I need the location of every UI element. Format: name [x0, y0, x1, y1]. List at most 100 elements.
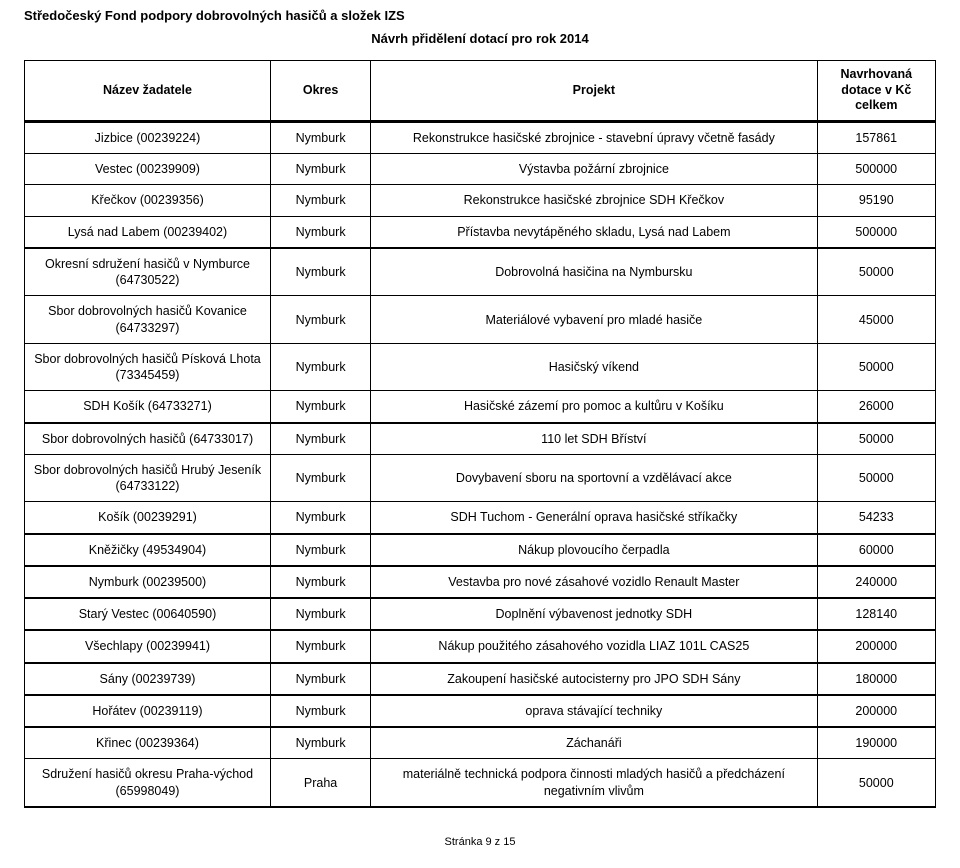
cell-projekt: SDH Tuchom - Generální oprava hasičské s…: [371, 502, 817, 534]
table-row: Sány (00239739)NymburkZakoupení hasičské…: [25, 663, 936, 695]
cell-nazev: Kněžičky (49534904): [25, 534, 271, 566]
cell-nazev: Křinec (00239364): [25, 727, 271, 759]
cell-okres: Nymburk: [270, 454, 370, 502]
cell-nazev: Sbor dobrovolných hasičů Kovanice (64733…: [25, 296, 271, 344]
th-projekt: Projekt: [371, 61, 817, 122]
th-nazev: Název žadatele: [25, 61, 271, 122]
cell-nazev: Jizbice (00239224): [25, 121, 271, 153]
cell-okres: Nymburk: [270, 502, 370, 534]
cell-okres: Nymburk: [270, 727, 370, 759]
cell-dotace: 200000: [817, 695, 935, 727]
cell-projekt: Nákup plovoucího čerpadla: [371, 534, 817, 566]
cell-projekt: Vestavba pro nové zásahové vozidlo Renau…: [371, 566, 817, 598]
table-row: Okresní sdružení hasičů v Nymburce (6473…: [25, 248, 936, 296]
dotace-table: Název žadatele Okres Projekt Navrhovaná …: [24, 60, 936, 808]
cell-dotace: 45000: [817, 296, 935, 344]
table-row: Sbor dobrovolných hasičů (64733017)Nymbu…: [25, 423, 936, 455]
cell-nazev: Sány (00239739): [25, 663, 271, 695]
cell-dotace: 180000: [817, 663, 935, 695]
cell-dotace: 50000: [817, 759, 935, 807]
table-row: Všechlapy (00239941)NymburkNákup použité…: [25, 630, 936, 662]
table-row: Vestec (00239909)NymburkVýstavba požární…: [25, 154, 936, 185]
th-okres: Okres: [270, 61, 370, 122]
cell-okres: Nymburk: [270, 216, 370, 248]
page-footer: Stránka 9 z 15: [24, 836, 936, 848]
cell-dotace: 50000: [817, 423, 935, 455]
cell-nazev: Lysá nad Labem (00239402): [25, 216, 271, 248]
table-row: Sbor dobrovolných hasičů Kovanice (64733…: [25, 296, 936, 344]
table-row: Kněžičky (49534904)NymburkNákup plovoucí…: [25, 534, 936, 566]
table-row: Lysá nad Labem (00239402)NymburkPřístavb…: [25, 216, 936, 248]
cell-projekt: Hasičské zázemí pro pomoc a kultůru v Ko…: [371, 391, 817, 423]
table-row: Křinec (00239364)NymburkZáchanáři190000: [25, 727, 936, 759]
table-row: Jizbice (00239224)NymburkRekonstrukce ha…: [25, 121, 936, 153]
cell-projekt: 110 let SDH Bříství: [371, 423, 817, 455]
cell-projekt: materiálně technická podpora činnosti ml…: [371, 759, 817, 807]
cell-okres: Nymburk: [270, 598, 370, 630]
cell-projekt: Zakoupení hasičské autocisterny pro JPO …: [371, 663, 817, 695]
cell-dotace: 50000: [817, 343, 935, 391]
cell-okres: Nymburk: [270, 423, 370, 455]
cell-okres: Nymburk: [270, 663, 370, 695]
cell-dotace: 157861: [817, 121, 935, 153]
table-row: Sbor dobrovolných hasičů Hrubý Jeseník (…: [25, 454, 936, 502]
cell-okres: Nymburk: [270, 121, 370, 153]
table-body: Jizbice (00239224)NymburkRekonstrukce ha…: [25, 121, 936, 807]
cell-projekt: oprava stávající techniky: [371, 695, 817, 727]
cell-nazev: Košík (00239291): [25, 502, 271, 534]
cell-projekt: Nákup použitého zásahového vozidla LIAZ …: [371, 630, 817, 662]
cell-dotace: 50000: [817, 454, 935, 502]
cell-dotace: 128140: [817, 598, 935, 630]
cell-okres: Nymburk: [270, 534, 370, 566]
document-subtitle: Návrh přidělení dotací pro rok 2014: [24, 31, 936, 46]
cell-nazev: Sdružení hasičů okresu Praha-východ (659…: [25, 759, 271, 807]
table-row: Hořátev (00239119)Nymburkoprava stávajíc…: [25, 695, 936, 727]
cell-projekt: Hasičský víkend: [371, 343, 817, 391]
cell-dotace: 26000: [817, 391, 935, 423]
cell-projekt: Doplnění výbavenost jednotky SDH: [371, 598, 817, 630]
cell-projekt: Materiálové vybavení pro mladé hasiče: [371, 296, 817, 344]
cell-projekt: Přístavba nevytápěného skladu, Lysá nad …: [371, 216, 817, 248]
cell-dotace: 50000: [817, 248, 935, 296]
cell-okres: Nymburk: [270, 296, 370, 344]
cell-nazev: SDH Košík (64733271): [25, 391, 271, 423]
cell-nazev: Vestec (00239909): [25, 154, 271, 185]
cell-okres: Nymburk: [270, 343, 370, 391]
cell-okres: Praha: [270, 759, 370, 807]
cell-projekt: Výstavba požární zbrojnice: [371, 154, 817, 185]
cell-nazev: Sbor dobrovolných hasičů Písková Lhota (…: [25, 343, 271, 391]
cell-okres: Nymburk: [270, 630, 370, 662]
table-row: Křečkov (00239356)NymburkRekonstrukce ha…: [25, 185, 936, 216]
cell-dotace: 54233: [817, 502, 935, 534]
cell-nazev: Hořátev (00239119): [25, 695, 271, 727]
cell-projekt: Dobrovolná hasičina na Nymbursku: [371, 248, 817, 296]
cell-nazev: Nymburk (00239500): [25, 566, 271, 598]
table-row: Sbor dobrovolných hasičů Písková Lhota (…: [25, 343, 936, 391]
cell-okres: Nymburk: [270, 391, 370, 423]
cell-projekt: Rekonstrukce hasičské zbrojnice - staveb…: [371, 121, 817, 153]
cell-nazev: Sbor dobrovolných hasičů (64733017): [25, 423, 271, 455]
cell-okres: Nymburk: [270, 566, 370, 598]
cell-dotace: 500000: [817, 154, 935, 185]
cell-nazev: Všechlapy (00239941): [25, 630, 271, 662]
table-row: Sdružení hasičů okresu Praha-východ (659…: [25, 759, 936, 807]
document-title: Středočeský Fond podpory dobrovolných ha…: [24, 8, 936, 23]
cell-nazev: Starý Vestec (00640590): [25, 598, 271, 630]
cell-dotace: 200000: [817, 630, 935, 662]
cell-okres: Nymburk: [270, 185, 370, 216]
cell-dotace: 500000: [817, 216, 935, 248]
table-row: Nymburk (00239500)NymburkVestavba pro no…: [25, 566, 936, 598]
cell-dotace: 95190: [817, 185, 935, 216]
table-row: Košík (00239291)NymburkSDH Tuchom - Gene…: [25, 502, 936, 534]
table-row: Starý Vestec (00640590)NymburkDoplnění v…: [25, 598, 936, 630]
th-dotace: Navrhovaná dotace v Kč celkem: [817, 61, 935, 122]
cell-dotace: 240000: [817, 566, 935, 598]
cell-okres: Nymburk: [270, 695, 370, 727]
cell-okres: Nymburk: [270, 154, 370, 185]
cell-nazev: Okresní sdružení hasičů v Nymburce (6473…: [25, 248, 271, 296]
cell-okres: Nymburk: [270, 248, 370, 296]
cell-nazev: Křečkov (00239356): [25, 185, 271, 216]
cell-projekt: Dovybavení sboru na sportovní a vzděláva…: [371, 454, 817, 502]
cell-nazev: Sbor dobrovolných hasičů Hrubý Jeseník (…: [25, 454, 271, 502]
cell-dotace: 190000: [817, 727, 935, 759]
